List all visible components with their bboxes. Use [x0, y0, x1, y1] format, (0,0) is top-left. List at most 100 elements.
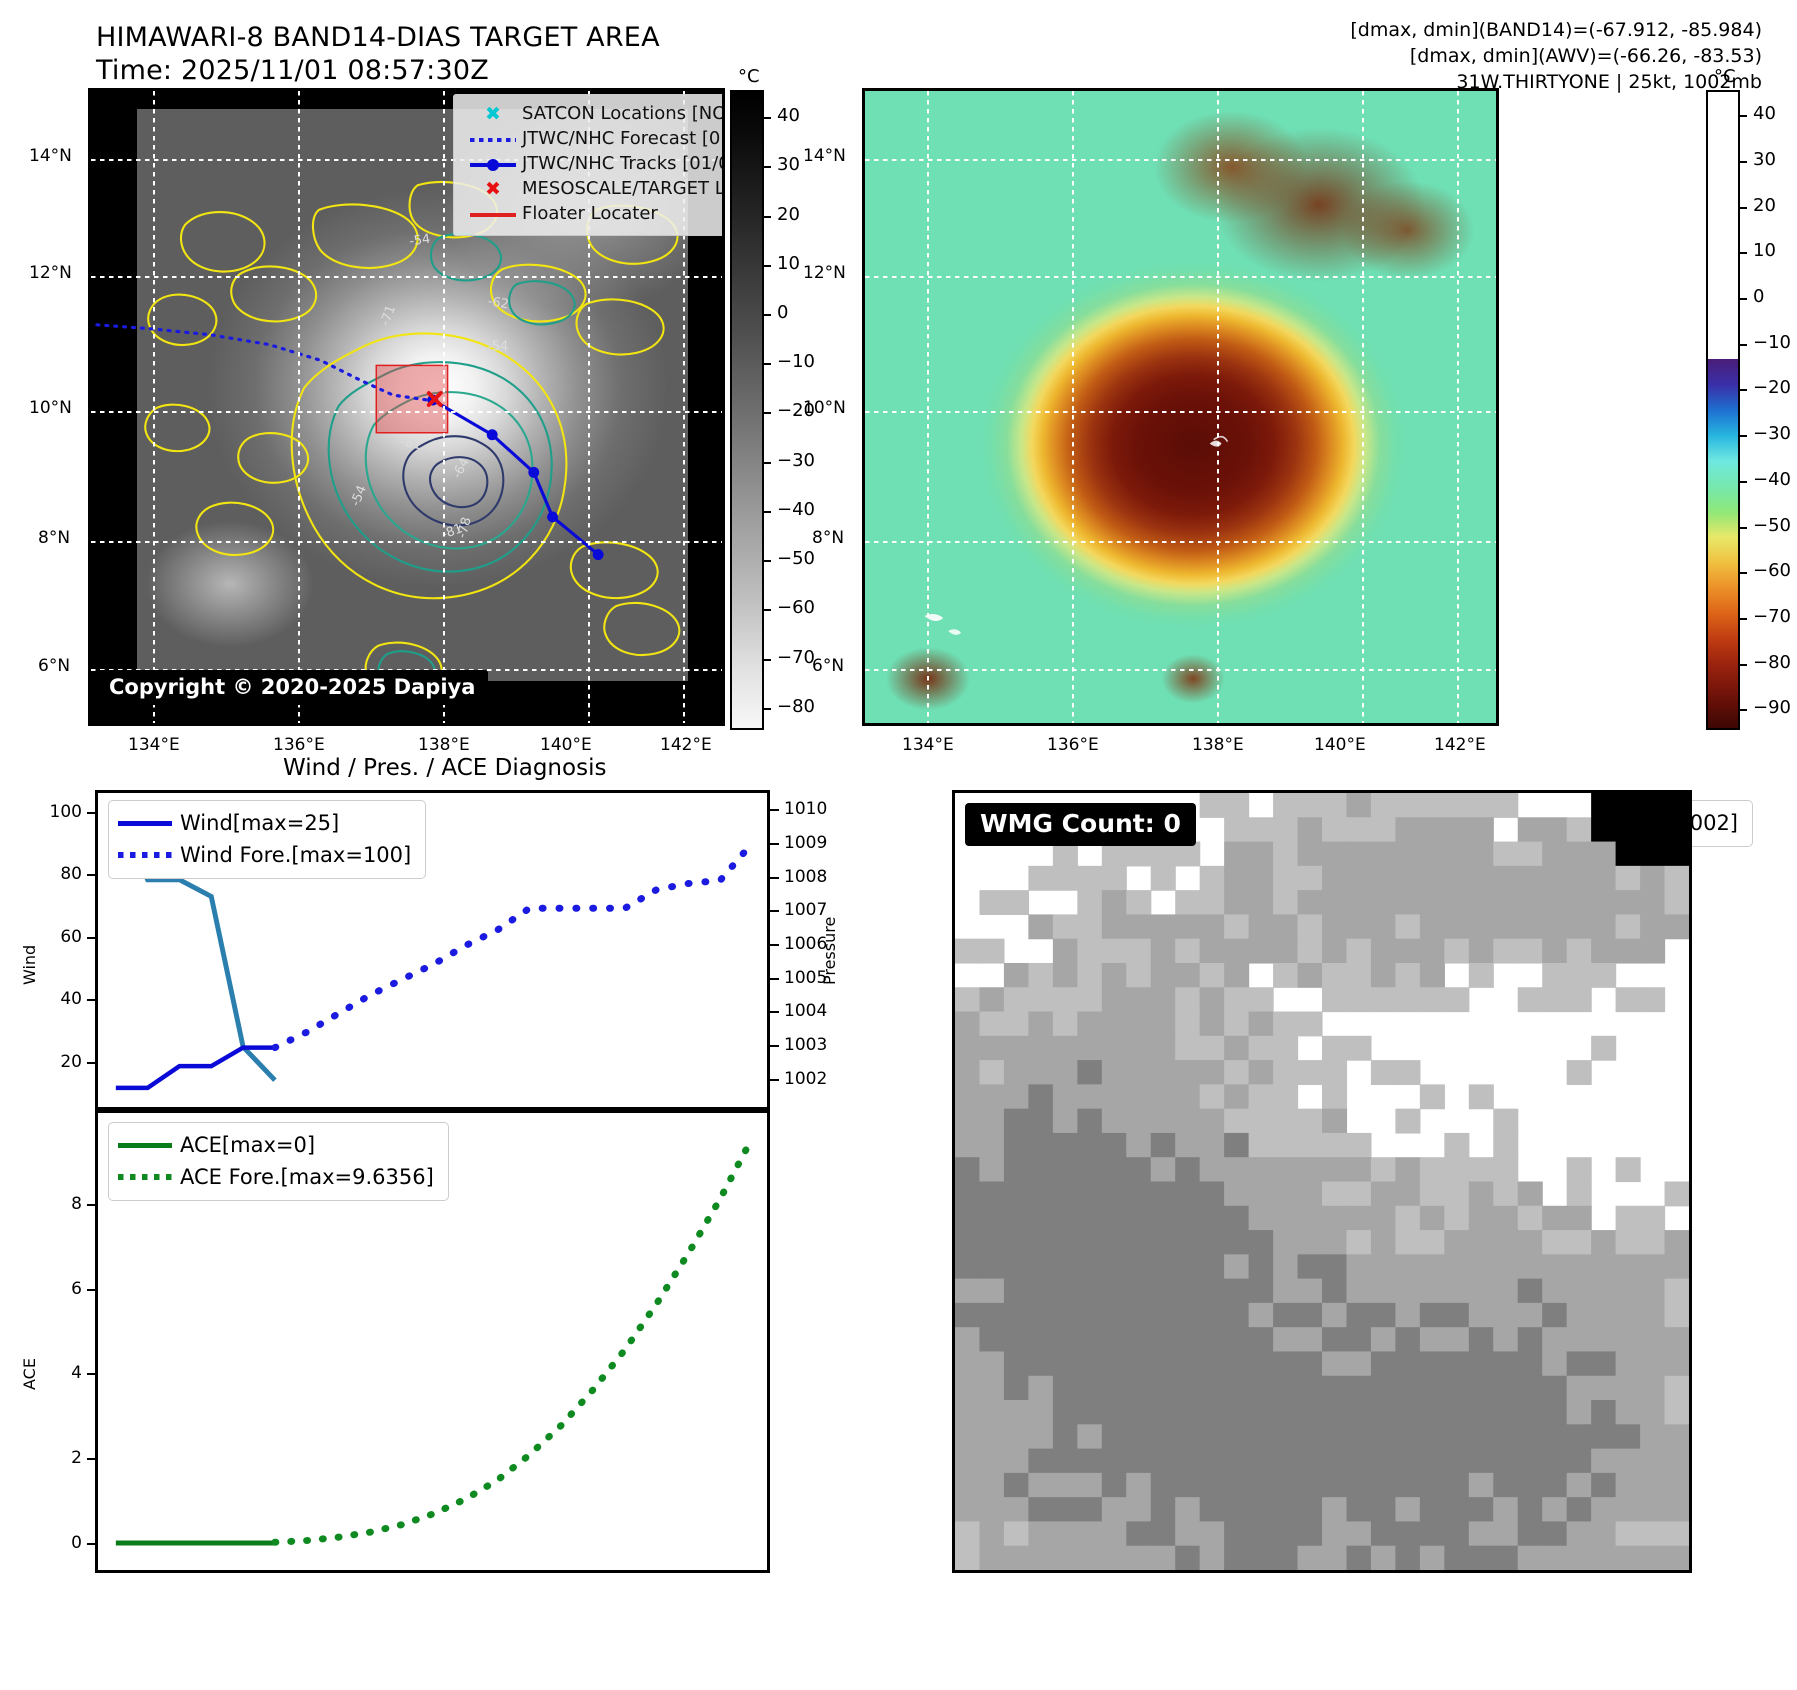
wmg-cell: [1077, 1132, 1103, 1158]
wmg-cell: [1003, 1181, 1029, 1207]
wmg-cell: [1150, 865, 1176, 891]
wmg-cell: [1346, 1448, 1372, 1474]
wmg-cell: [1419, 1278, 1445, 1304]
wmg-cell: [1224, 1205, 1250, 1231]
contour-label: -81: [440, 521, 465, 542]
wmg-cell: [1175, 938, 1201, 964]
wmg-cell: [1322, 1060, 1348, 1085]
wmg-cell: [1322, 1351, 1348, 1377]
contour-label: -54: [487, 340, 508, 355]
wmg-cell: [1322, 1035, 1348, 1061]
wmg-cell: [955, 1521, 981, 1547]
wmg-cell: [1322, 793, 1348, 818]
wmg-cell: [1395, 1060, 1421, 1085]
wmg-cell: [1591, 1497, 1617, 1523]
wmg-cell: [1493, 1472, 1519, 1498]
legend-item-floater[interactable]: Floater Locater: [464, 202, 722, 227]
colorbar-tickmark: [1740, 343, 1747, 346]
legend-item-ace-forecast[interactable]: ACE Fore.[max=9.6356]: [118, 1161, 434, 1193]
wmg-cell: [1419, 938, 1445, 964]
wmg-cell: [1126, 1472, 1152, 1498]
wmg-cell: [1346, 1302, 1372, 1328]
wmg-cell: [1370, 841, 1396, 867]
wmg-cell: [1346, 1497, 1372, 1523]
wmg-cell: [1248, 1132, 1274, 1158]
legend-item-satcon[interactable]: ✖ SATCON Locations [NONE]: [464, 102, 722, 127]
wmg-cell: [1297, 1497, 1323, 1523]
band14-map-panel[interactable]: -54 -62 -71 -54 -81 -81 -78 -64 -54: [88, 88, 725, 726]
wmg-cell: [1419, 1157, 1445, 1183]
wmg-cell: [1542, 914, 1568, 940]
band14-map-legend[interactable]: ✖ SATCON Locations [NONE] JTWC/NHC Forec…: [453, 94, 722, 236]
wmg-cell: [1126, 1157, 1152, 1183]
wmg-cell: [1566, 914, 1592, 940]
wmg-cell: [1322, 1472, 1348, 1498]
legend-item-forecast[interactable]: JTWC/NHC Forecast [01/0600Z]: [464, 127, 722, 152]
wmg-cell: [1615, 1521, 1641, 1547]
wmg-cell: [1150, 1278, 1176, 1304]
wmg-panel[interactable]: WMG Count: 0: [952, 790, 1692, 1573]
wmg-cell: [1224, 1157, 1250, 1183]
wmg-cell: [1640, 1521, 1666, 1547]
ace-chart-legend[interactable]: ACE[max=0] ACE Fore.[max=9.6356]: [108, 1122, 449, 1201]
wmg-cell: [1101, 1035, 1127, 1061]
wmg-cell: [1346, 1230, 1372, 1255]
awv-map-panel[interactable]: [862, 88, 1499, 726]
colorbar-tickmark: [1740, 252, 1747, 255]
legend-item-mesoscale[interactable]: ✖ MESOSCALE/TARGET Location: [464, 177, 722, 202]
wmg-cell: [1273, 1472, 1299, 1498]
wmg-cell: [1224, 1497, 1250, 1523]
wmg-cell: [979, 1302, 1005, 1328]
wmg-cell: [1566, 841, 1592, 867]
wmg-cell: [1395, 1278, 1421, 1304]
wmg-cell: [1395, 1448, 1421, 1474]
ace-tick-label: 6: [71, 1278, 82, 1299]
wmg-cell: [1101, 1278, 1127, 1304]
wmg-cell: [1444, 1400, 1470, 1425]
wmg-cell: [1248, 1375, 1274, 1401]
wmg-cell: [1224, 1400, 1250, 1425]
wmg-cell: [1395, 1521, 1421, 1547]
wmg-cell: [1273, 1181, 1299, 1207]
legend-item-ace[interactable]: ACE[max=0]: [118, 1129, 434, 1161]
wmg-cell: [1248, 914, 1274, 940]
wmg-cell: [1370, 1205, 1396, 1231]
wmg-cell: [1640, 1327, 1666, 1353]
wmg-cell: [1273, 1400, 1299, 1425]
wmg-cell: [979, 1181, 1005, 1207]
wmg-cell: [1468, 841, 1494, 867]
wmg-cell: [1003, 890, 1029, 916]
legend-label: ACE Fore.[max=9.6356]: [180, 1164, 434, 1189]
wmg-cell: [1419, 914, 1445, 940]
wmg-cell: [1199, 1327, 1225, 1353]
wmg-cell: [1126, 1108, 1152, 1134]
wmg-cell: [1224, 987, 1250, 1013]
wmg-cell: [1052, 1132, 1078, 1158]
wmg-cell: [955, 1327, 981, 1353]
wind-chart-legend-left[interactable]: Wind[max=25] Wind Fore.[max=100]: [108, 800, 427, 879]
wmg-cell: [979, 1060, 1005, 1085]
wmg-cell: [1517, 938, 1543, 964]
wmg-cell: [955, 1497, 981, 1523]
wmg-cell: [1077, 1472, 1103, 1498]
wmg-cell: [1224, 890, 1250, 916]
wmg-cell: [1640, 1254, 1666, 1280]
legend-item-tracks[interactable]: JTWC/NHC Tracks [01/0600Z]: [464, 152, 722, 177]
wmg-cell: [1175, 1205, 1201, 1231]
wmg-cell: [1150, 1375, 1176, 1401]
legend-item-wind-forecast[interactable]: Wind Fore.[max=100]: [118, 839, 411, 871]
wmg-cell: [1322, 938, 1348, 964]
colorbar-tickmark: [764, 658, 771, 661]
wmg-cell: [955, 1375, 981, 1401]
legend-item-wind[interactable]: Wind[max=25]: [118, 807, 411, 839]
wmg-cell: [979, 1375, 1005, 1401]
wmg-cell: [1468, 865, 1494, 891]
wmg-cell: [1077, 1278, 1103, 1304]
wmg-cell: [979, 1205, 1005, 1231]
wmg-cell: [1542, 1254, 1568, 1280]
wmg-cell: [979, 1278, 1005, 1304]
wmg-cell: [1052, 1472, 1078, 1498]
wmg-cell: [1370, 1302, 1396, 1328]
wmg-cell: [1028, 1181, 1054, 1207]
wmg-cell: [1346, 1424, 1372, 1450]
